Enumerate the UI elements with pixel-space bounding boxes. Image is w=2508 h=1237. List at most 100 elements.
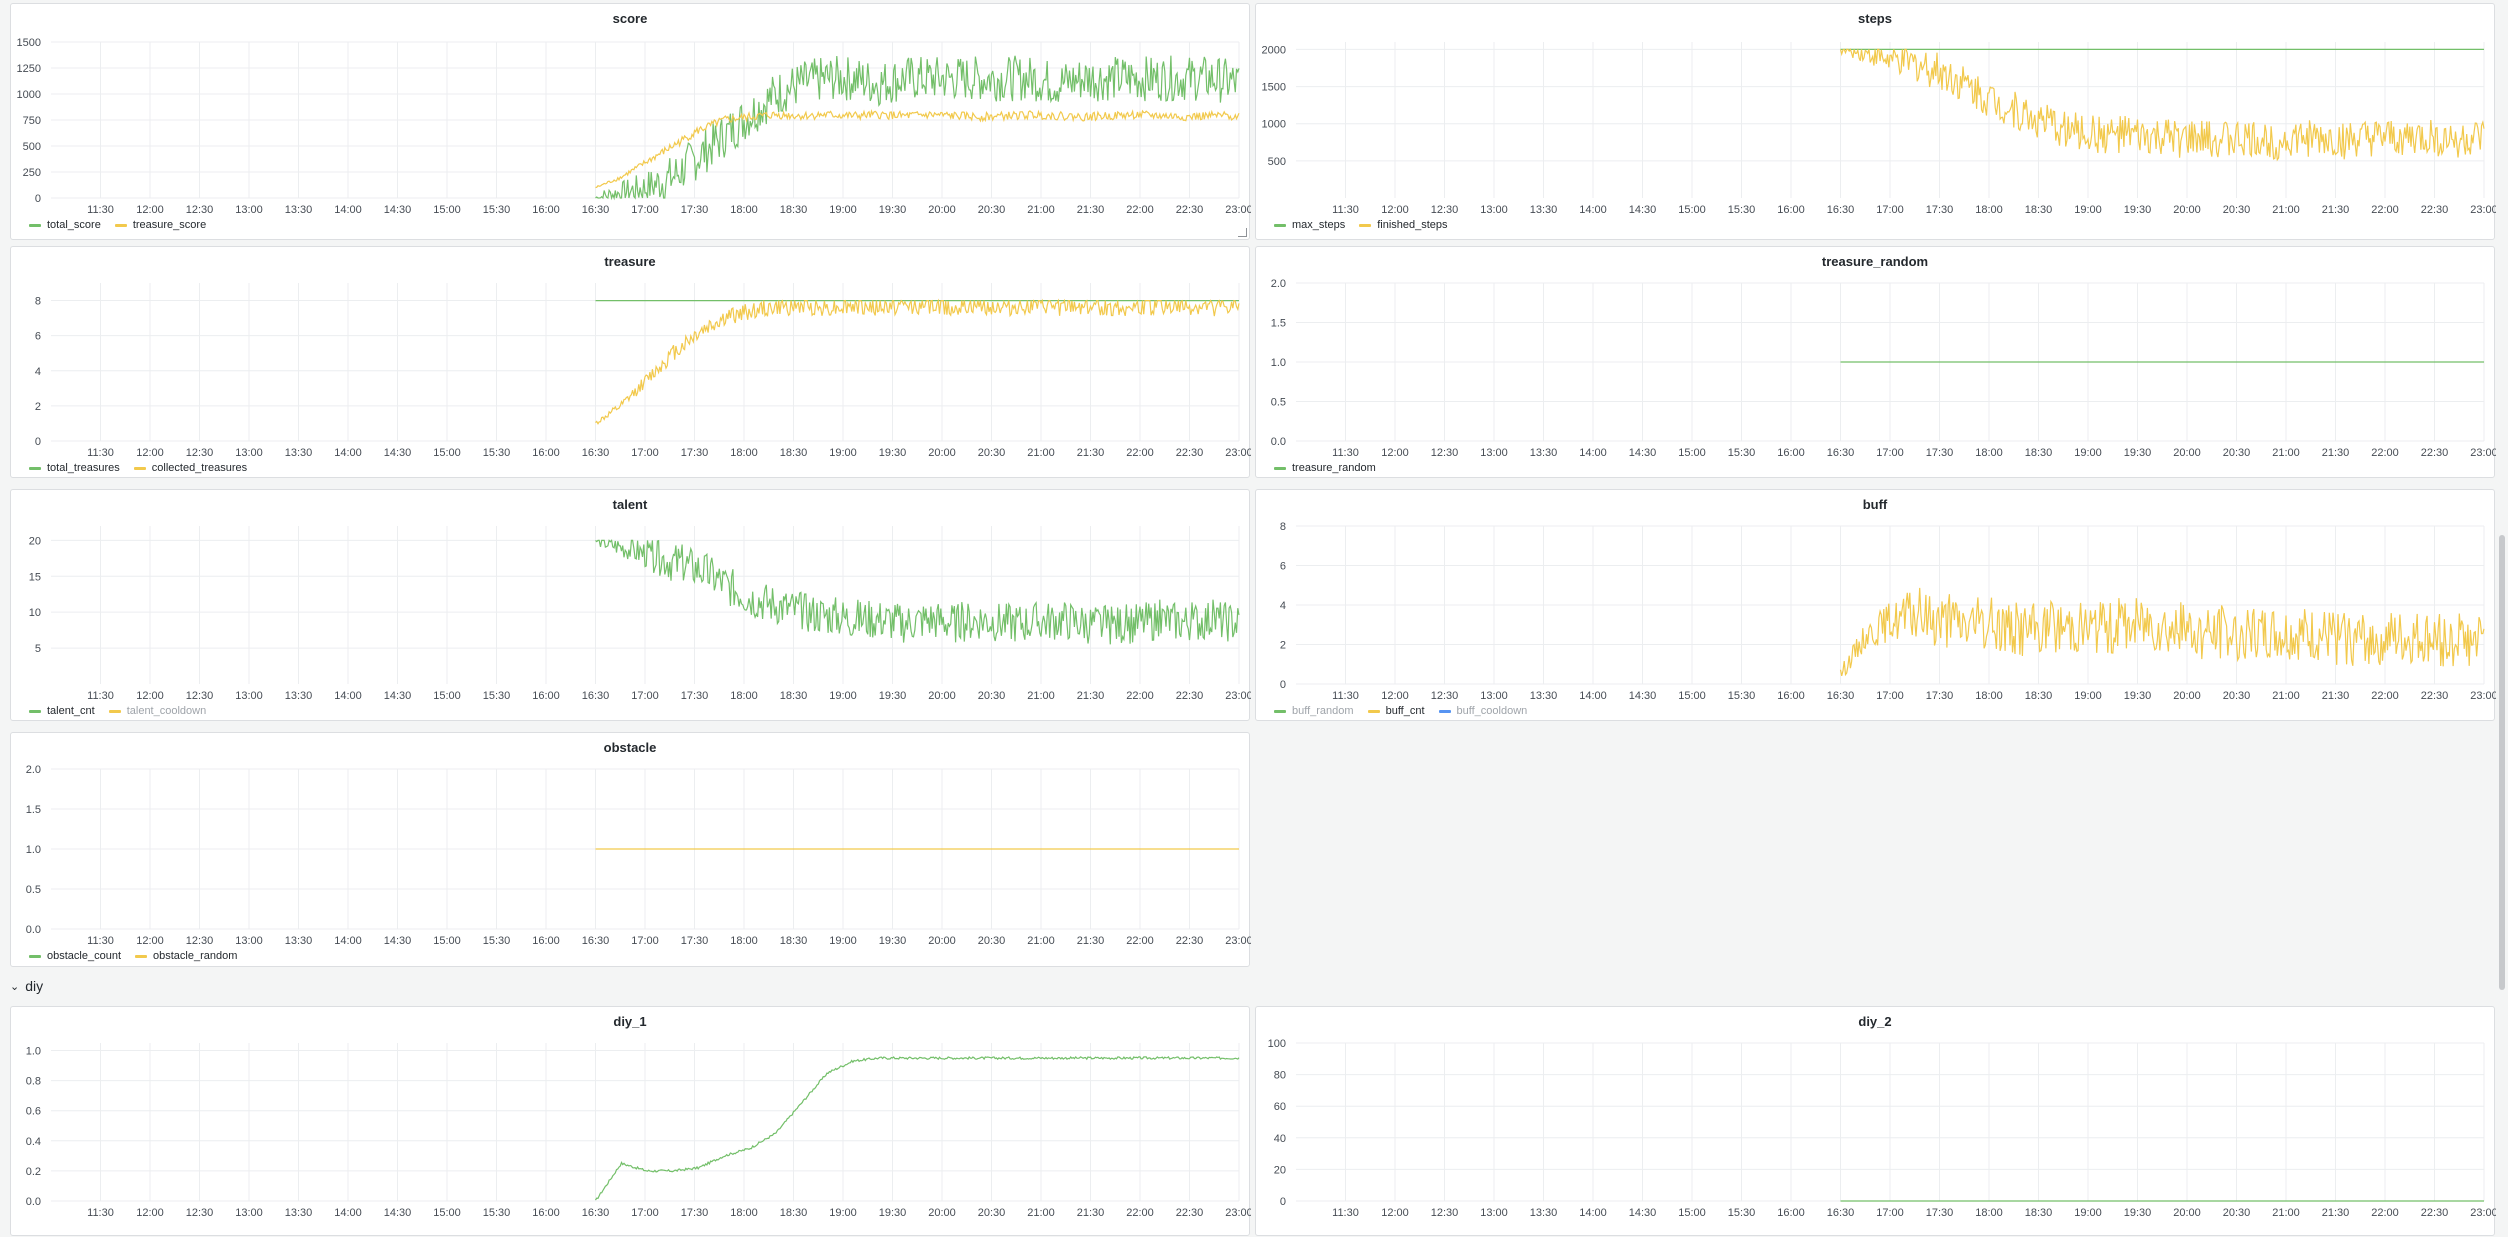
x-tick-label: 12:00 xyxy=(136,204,164,216)
legend-item[interactable]: obstacle_random xyxy=(135,950,237,962)
legend-item[interactable]: finished_steps xyxy=(1359,219,1448,231)
panel-steps[interactable]: steps 11:30 12:00 12:30 13:00 13:30 14:00 14:3… xyxy=(1255,3,2496,241)
obstacle-chart[interactable]: 11:30 12:00 12:30 13:00 13:30 14:00 14:30 15:00… xyxy=(11,733,1251,968)
x-tick-label: 23:00 xyxy=(1225,204,1251,216)
x-tick-label: 18:00 xyxy=(730,204,758,216)
x-tick-label: 15:30 xyxy=(483,447,511,459)
x-tick-label: 17:00 xyxy=(1876,690,1904,702)
panel-title[interactable]: obstacle xyxy=(603,740,657,755)
legend-item[interactable]: buff_random xyxy=(1274,705,1354,717)
legend-item[interactable]: total_treasures xyxy=(29,462,120,474)
x-tick-label: 18:30 xyxy=(2025,690,2053,702)
panel-title[interactable]: treasure xyxy=(604,254,656,269)
treasure-random-chart[interactable]: 11:30 12:00 12:30 13:00 13:30 14:00 14:30 15:00… xyxy=(1256,247,2496,479)
panel-title[interactable]: treasure_random xyxy=(1821,254,1929,269)
legend-label: buff_cooldown xyxy=(1456,705,1528,717)
x-tick-label: 18:00 xyxy=(730,1207,758,1219)
panel-title[interactable]: steps xyxy=(1858,11,1892,26)
x-tick-label: 21:00 xyxy=(1027,204,1055,216)
x-tick-label: 14:00 xyxy=(334,204,362,216)
series-line-total_score[interactable] xyxy=(595,55,1240,201)
x-tick-label: 14:30 xyxy=(384,204,412,216)
legend-item[interactable]: treasure_random xyxy=(1274,462,1376,474)
legend-swatch xyxy=(1438,709,1451,713)
panel-title[interactable]: talent xyxy=(612,497,648,512)
legend-swatch xyxy=(133,466,146,470)
treasure-chart[interactable]: 11:30 12:00 12:30 13:00 13:30 14:00 14:30 15:00… xyxy=(11,247,1251,479)
panel-title[interactable]: diy_1 xyxy=(613,1014,647,1029)
panel-title[interactable]: diy_2 xyxy=(1858,1014,1892,1029)
x-tick-label: 19:30 xyxy=(879,204,907,216)
legend-swatch xyxy=(1274,223,1286,227)
buff-legend: buff_random buff_cnt buff_cooldown xyxy=(1274,705,1527,717)
x-tick-label: 20:30 xyxy=(978,204,1006,216)
series-line-talent_cnt[interactable] xyxy=(595,539,1240,645)
panel-treasure[interactable]: treasure 11:30 12:00 12:30 13:00 13:30 14:00 1… xyxy=(10,246,1251,479)
legend-item[interactable]: total_score xyxy=(29,219,101,231)
chevron-down-icon[interactable]: ⌄ xyxy=(10,980,20,993)
legend-label: treasure_random xyxy=(1292,462,1376,474)
x-tick-label: 18:00 xyxy=(1975,1207,2003,1219)
panel-buff[interactable]: buff 11:30 12:00 12:30 13:00 13:30 14:00 14:30… xyxy=(1255,489,2496,722)
panel-diy-2[interactable]: diy_2 11:30 12:00 12:30 13:00 13:30 14:00 14:3… xyxy=(1255,1006,2496,1237)
panel-talent[interactable]: talent 11:30 12:00 12:30 13:00 13:30 14:00 14:… xyxy=(10,489,1251,722)
panel-diy-1[interactable]: diy_1 11:30 12:00 12:30 13:00 13:30 14:00 14:3… xyxy=(10,1006,1251,1237)
x-tick-label: 21:30 xyxy=(2322,1207,2350,1219)
x-tick-label: 17:00 xyxy=(1876,1207,1904,1219)
legend-item[interactable]: buff_cnt xyxy=(1367,705,1425,717)
steps-chart[interactable]: 11:30 12:00 12:30 13:00 13:30 14:00 14:30 15:00… xyxy=(1256,4,2496,241)
legend-item[interactable]: obstacle_count xyxy=(29,950,121,962)
talent-legend: talent_cnt talent_cooldown xyxy=(29,705,206,717)
x-tick-label: 18:30 xyxy=(2025,1207,2053,1219)
page-scrollbar[interactable] xyxy=(2499,535,2505,990)
legend-item[interactable]: max_steps xyxy=(1274,219,1345,231)
buff-chart[interactable]: 11:30 12:00 12:30 13:00 13:30 14:00 14:30 15:00… xyxy=(1256,490,2496,722)
x-tick-label: 11:30 xyxy=(87,1207,114,1219)
panel-score[interactable]: score 11:30 12:00 12:30 13:00 13:30 14:00 14:3… xyxy=(10,3,1251,241)
diy-2-chart[interactable]: 11:30 12:00 12:30 13:00 13:30 14:00 14:30 15:00… xyxy=(1256,1007,2496,1237)
x-tick-label: 15:30 xyxy=(483,1207,511,1219)
legend-item[interactable]: talent_cnt xyxy=(29,705,95,717)
series-line-treasure_score[interactable] xyxy=(595,109,1240,189)
y-tick-label: 60 xyxy=(1274,1101,1286,1113)
x-tick-label: 13:00 xyxy=(235,690,263,702)
y-tick-label: 0.0 xyxy=(26,1196,41,1208)
x-tick-label: 12:00 xyxy=(136,447,164,459)
panel-title[interactable]: score xyxy=(612,11,648,26)
panel-treasure-random[interactable]: treasure_random 11:30 12:00 12:30 13:00 13:3… xyxy=(1255,246,2496,479)
x-tick-label: 20:30 xyxy=(2223,204,2251,216)
talent-chart[interactable]: 11:30 12:00 12:30 13:00 13:30 14:00 14:30 15:00… xyxy=(11,490,1251,722)
legend-item[interactable]: talent_cooldown xyxy=(108,705,206,717)
series-line-buff_cnt[interactable] xyxy=(1839,587,2485,677)
y-tick-label: 4 xyxy=(1280,600,1286,612)
legend-item[interactable]: treasure_score xyxy=(114,219,206,231)
series-line-collected_treasures[interactable] xyxy=(595,298,1240,425)
legend-item[interactable]: collected_treasures xyxy=(133,462,247,474)
row-header-diy[interactable]: ⌄ diy xyxy=(10,978,43,994)
series-line-diy_1[interactable] xyxy=(594,1055,1240,1201)
series-line-finished_steps[interactable] xyxy=(1839,48,2485,162)
legend-item[interactable]: buff_cooldown xyxy=(1438,705,1528,717)
x-tick-label: 19:30 xyxy=(879,690,907,702)
x-tick-label: 22:00 xyxy=(1126,935,1154,947)
y-tick-label: 0 xyxy=(1280,679,1286,691)
x-tick-label: 22:00 xyxy=(1126,690,1154,702)
x-tick-label: 12:30 xyxy=(1431,1207,1459,1219)
x-tick-label: 19:00 xyxy=(2074,447,2102,459)
x-tick-label: 23:00 xyxy=(1225,1207,1251,1219)
score-chart[interactable]: 11:30 12:00 12:30 13:00 13:30 14:00 14:30 15:00… xyxy=(11,4,1251,241)
y-tick-label: 8 xyxy=(1280,521,1286,533)
treasure-random-legend: treasure_random xyxy=(1274,462,1376,474)
panel-obstacle[interactable]: obstacle 11:30 12:00 12:30 13:00 13:30 14:00 1… xyxy=(10,732,1251,968)
x-tick-label: 15:00 xyxy=(1678,690,1706,702)
x-tick-label: 18:00 xyxy=(730,935,758,947)
resize-handle[interactable] xyxy=(1238,228,1247,237)
x-tick-label: 14:00 xyxy=(334,1207,362,1219)
y-tick-label: 1250 xyxy=(17,63,41,75)
x-tick-label: 22:30 xyxy=(1176,935,1204,947)
x-tick-label: 21:00 xyxy=(1027,935,1055,947)
x-tick-label: 22:30 xyxy=(2421,1207,2449,1219)
panel-title[interactable]: buff xyxy=(1862,497,1888,512)
diy-1-chart[interactable]: 11:30 12:00 12:30 13:00 13:30 14:00 14:30 15:00… xyxy=(11,1007,1251,1237)
x-tick-label: 16:30 xyxy=(582,447,610,459)
